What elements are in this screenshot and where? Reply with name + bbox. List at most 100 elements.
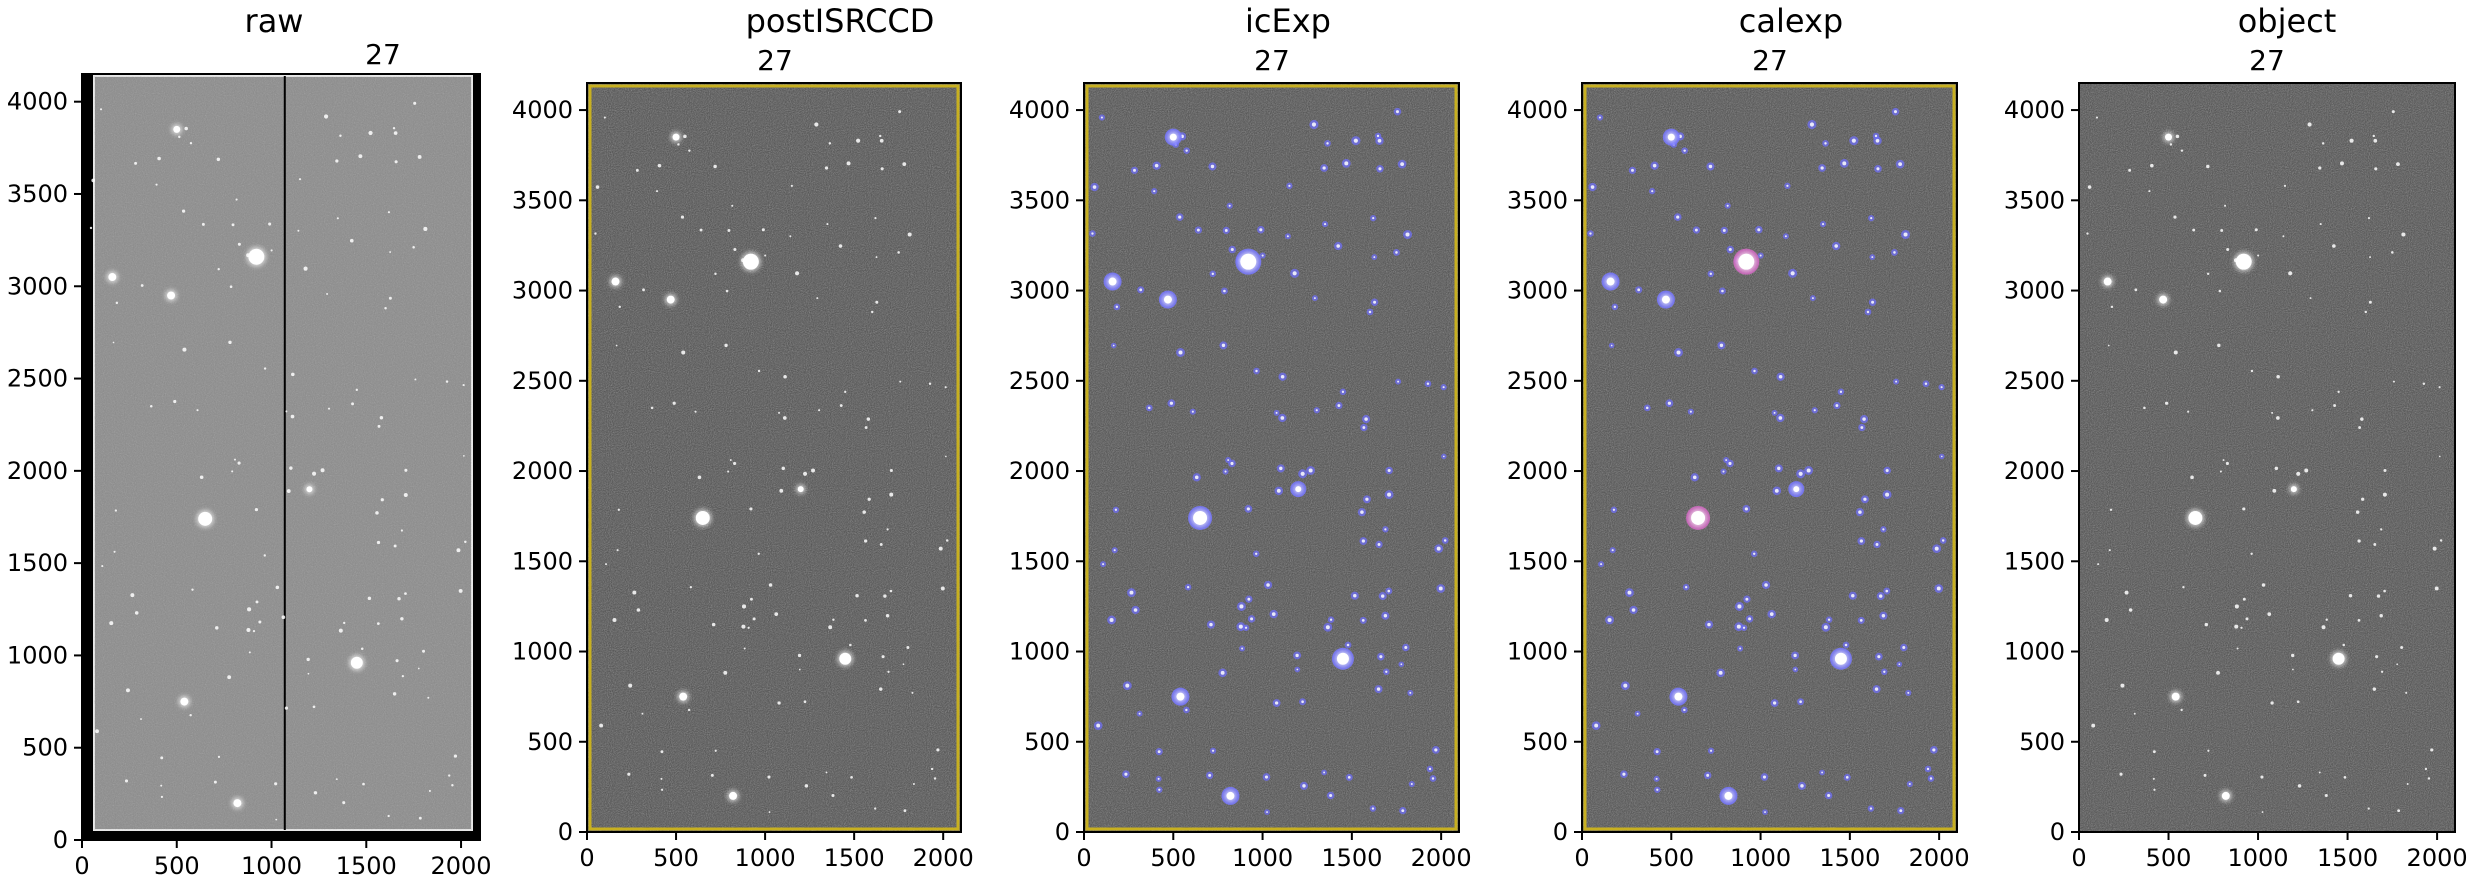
star	[1622, 772, 1626, 776]
star	[825, 771, 828, 774]
star	[2226, 247, 2230, 252]
bright-star	[306, 486, 313, 493]
star	[101, 565, 104, 568]
star	[99, 108, 103, 111]
star	[2206, 272, 2210, 276]
star	[899, 380, 902, 383]
bright-star	[233, 799, 242, 808]
ccd-image	[587, 83, 961, 832]
star	[2182, 586, 2185, 589]
star	[2128, 608, 2133, 612]
bright-star	[2159, 295, 2168, 304]
panel-calexp: calexp 27 0 500 1000 1500 2000 0 500 1000 1500 2000…	[1507, 2, 1970, 872]
star	[289, 466, 293, 470]
star	[422, 649, 426, 653]
star	[1230, 247, 1234, 252]
star	[2190, 475, 2194, 480]
star	[2430, 748, 2434, 752]
bright-star	[797, 486, 804, 493]
star	[757, 552, 760, 555]
star-field	[1587, 107, 1947, 815]
star	[320, 468, 325, 473]
star	[1279, 466, 1283, 471]
star	[874, 217, 877, 220]
star	[275, 818, 278, 821]
star	[2242, 507, 2246, 511]
star	[2372, 687, 2377, 691]
star	[867, 497, 871, 501]
star	[727, 229, 731, 232]
star	[1719, 343, 1724, 348]
star	[2276, 374, 2280, 379]
star	[749, 597, 753, 601]
star	[1221, 343, 1226, 348]
star	[1764, 811, 1766, 813]
star	[1745, 597, 1749, 601]
star	[1845, 776, 1849, 779]
star	[1115, 305, 1119, 309]
y-tick-label: 1000	[512, 638, 573, 666]
x-tick-label: 500	[653, 844, 699, 872]
star	[1347, 776, 1351, 779]
y-tick-label: 2500	[2004, 367, 2065, 395]
star	[2396, 162, 2400, 167]
star	[2274, 466, 2279, 471]
bright-star	[1661, 295, 1670, 304]
star	[1728, 247, 1732, 252]
star	[336, 217, 339, 220]
y-tick-label: 1000	[1507, 638, 1568, 666]
star	[1096, 723, 1101, 728]
star	[866, 417, 871, 421]
star	[392, 127, 396, 130]
star	[377, 424, 381, 428]
star	[1196, 228, 1200, 232]
star	[1384, 528, 1387, 531]
star	[1725, 459, 1728, 462]
star	[2291, 653, 2295, 658]
star	[157, 156, 161, 161]
star	[1940, 386, 1943, 389]
star	[774, 612, 779, 617]
star	[1764, 583, 1768, 587]
star	[2153, 788, 2156, 791]
star	[201, 222, 205, 226]
star	[862, 510, 866, 514]
star	[699, 228, 703, 232]
star	[714, 272, 717, 276]
star	[1139, 288, 1143, 292]
star	[936, 748, 940, 752]
panels-layer: raw 27 0 500 1000 1500 2000 0 500 1000 1500 2000 250…	[7, 2, 2468, 880]
x-tick-label: 1000	[735, 844, 796, 872]
star	[733, 461, 737, 466]
x-tick-label: 0	[1574, 844, 1589, 872]
star	[911, 691, 914, 694]
star	[1859, 539, 1863, 543]
star	[2124, 590, 2129, 595]
star	[1100, 116, 1103, 119]
star	[1431, 777, 1435, 780]
star	[886, 528, 889, 531]
star	[2087, 185, 2092, 189]
star	[237, 242, 241, 246]
star	[846, 161, 851, 166]
star	[2325, 618, 2328, 621]
star	[2424, 767, 2428, 771]
bright-star	[1738, 253, 1755, 270]
star	[1153, 190, 1156, 193]
star	[397, 597, 401, 601]
star	[1722, 470, 1725, 473]
y-tick-label: 2000	[2004, 457, 2065, 485]
star	[339, 134, 342, 137]
star	[1308, 468, 1313, 473]
star	[1186, 586, 1190, 589]
star	[928, 382, 932, 385]
star	[1336, 244, 1340, 248]
star	[594, 232, 597, 235]
star	[1607, 617, 1612, 622]
star	[804, 784, 809, 788]
star	[650, 406, 654, 410]
star	[1124, 772, 1128, 776]
x-axis: 0 500 1000 1500 2000	[74, 840, 492, 880]
star	[360, 647, 364, 651]
star	[1426, 382, 1430, 385]
